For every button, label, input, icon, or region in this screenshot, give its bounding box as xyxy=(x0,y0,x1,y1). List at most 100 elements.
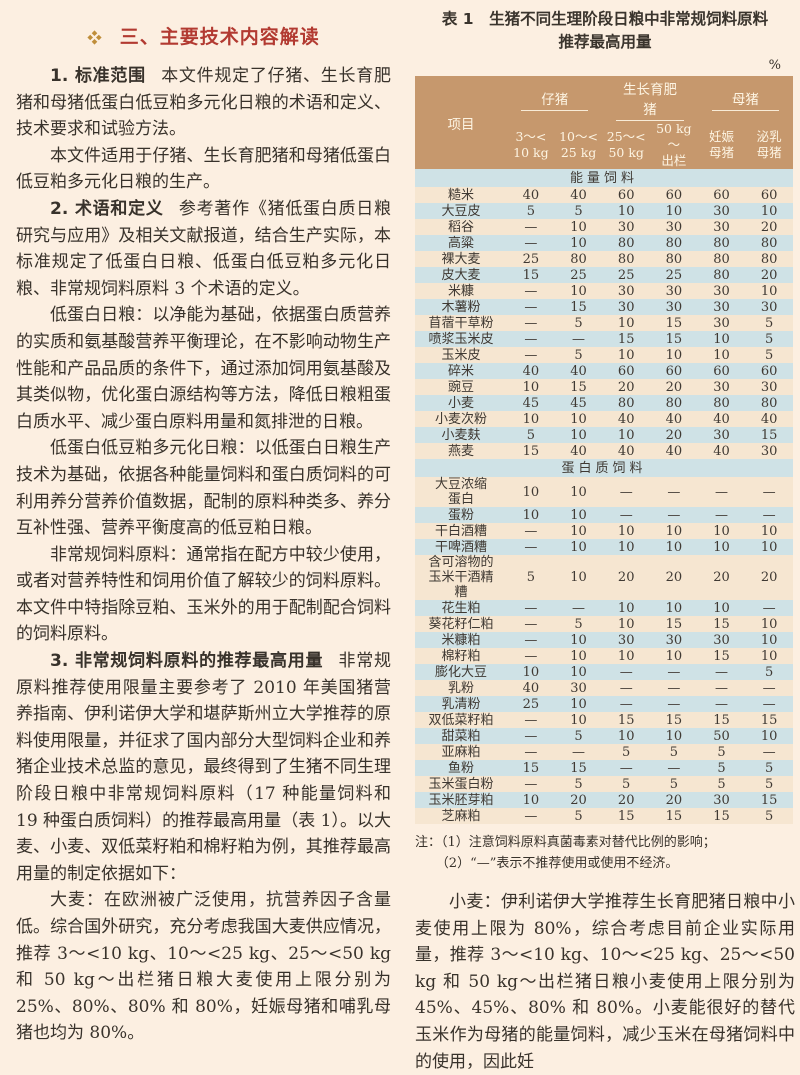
value-cell: 10 xyxy=(554,411,603,427)
section-header-row: 蛋白质饲料 xyxy=(415,459,793,477)
value-cell: 40 xyxy=(554,443,603,459)
value-cell: 20 xyxy=(650,379,698,395)
value-cell: 40 xyxy=(602,443,651,459)
value-cell: 15 xyxy=(507,267,555,283)
value-cell: — xyxy=(507,600,555,616)
value-cell: 5 xyxy=(745,776,793,792)
value-cell: 80 xyxy=(650,395,698,411)
paragraph-body: 非常规饲料原料：通常指在配方中较少使用，或者对营养特性和饲用价值了解较少的饲料原… xyxy=(16,544,391,645)
table-row: 小麦 45 45 80 80 80 80 xyxy=(415,395,793,411)
row-label-cell: 燕麦 xyxy=(415,443,508,459)
row-label-cell: 小麦次粉 xyxy=(415,411,508,427)
section-heading-text: 三、主要技术内容解读 xyxy=(119,26,320,48)
left-paragraphs: 1. 标准范围 本文件规定了仔猪、生长育肥猪和母猪低蛋白低豆粕多元化日粮的术语和定… xyxy=(16,63,391,1047)
row-label-cell: 玉米皮 xyxy=(415,347,508,363)
group-header: 仔猪 xyxy=(507,76,603,121)
value-cell: — xyxy=(507,808,555,824)
value-cell: — xyxy=(650,680,698,696)
value-cell: 80 xyxy=(650,235,698,251)
table-row: 稻谷 —10 30 30 30 20 xyxy=(415,219,793,235)
paragraph-body: 参考著作《猪低蛋白质日粮研究与应用》及相关文献报道，结合生产实际，本标准规定了低… xyxy=(16,198,391,299)
value-cell: 25 xyxy=(650,267,698,283)
value-cell: 5 xyxy=(697,744,746,760)
value-cell: 30 xyxy=(697,203,746,219)
value-cell: 30 xyxy=(650,299,698,315)
paragraph: 非常规饲料原料：通常指在配方中较少使用，或者对营养特性和饲用价值了解较少的饲料原… xyxy=(16,542,391,648)
value-cell: 30 xyxy=(697,427,746,443)
row-label-cell: 干白酒糟 xyxy=(415,523,508,539)
value-cell: 40 xyxy=(507,363,555,379)
value-cell: 10 xyxy=(507,411,555,427)
value-cell: 40 xyxy=(745,411,793,427)
table-row: 花生粕 — —10 10 10— xyxy=(415,600,793,616)
row-label-cell: 膨化大豆 xyxy=(415,664,508,680)
value-cell: 10 xyxy=(554,427,603,443)
table-row: 苜蓿干草粉 —5 10 15 30 5 xyxy=(415,315,793,331)
value-cell: 5 xyxy=(697,760,746,776)
value-cell: — xyxy=(507,235,555,251)
value-cell: 10 xyxy=(697,347,746,363)
group-header: 生长育肥猪 xyxy=(602,76,698,121)
value-cell: 5 xyxy=(554,347,603,363)
value-cell: 30 xyxy=(650,632,698,648)
value-cell: — xyxy=(507,523,555,539)
value-cell: 80 xyxy=(697,235,746,251)
value-cell: 10 xyxy=(554,648,603,664)
table-row: 裸大麦 25 80 80 80 80 80 xyxy=(415,251,793,267)
table-row: 亚麻粕 — —5 5 5— xyxy=(415,744,793,760)
section-header-row: 能量饲料 xyxy=(415,169,793,187)
value-cell: — xyxy=(602,680,651,696)
table-row: 大豆浓缩 蛋白 10 10— — — — xyxy=(415,477,793,507)
value-cell: 10 xyxy=(554,477,603,507)
value-cell: — xyxy=(507,632,555,648)
left-column: 三、主要技术内容解读 1. 标准范围 本文件规定了仔猪、生长育肥猪和母猪低蛋白低豆… xyxy=(16,16,391,1047)
value-cell: 15 xyxy=(745,712,793,728)
row-label-cell: 甜菜粕 xyxy=(415,728,508,744)
row-label-cell: 豌豆 xyxy=(415,379,508,395)
value-cell: 40 xyxy=(650,411,698,427)
row-label-cell: 小麦 xyxy=(415,395,508,411)
value-cell: — xyxy=(507,712,555,728)
value-cell: 5 xyxy=(697,776,746,792)
value-cell: 10 xyxy=(602,648,651,664)
table-row: 葵花籽仁粕 —5 10 15 15 10 xyxy=(415,616,793,632)
value-cell: 20 xyxy=(602,555,651,600)
value-cell: — xyxy=(745,696,793,712)
value-cell: 10 xyxy=(507,664,555,680)
value-cell: 10 xyxy=(602,347,651,363)
value-cell: 10 xyxy=(650,347,698,363)
value-cell: — xyxy=(554,600,603,616)
value-cell: 80 xyxy=(745,235,793,251)
table-row: 干白酒糟 —10 10 10 10 10 xyxy=(415,523,793,539)
value-cell: — xyxy=(745,744,793,760)
table-row: 芝麻粕 —5 15 15 15 5 xyxy=(415,808,793,824)
row-label-cell: 稻谷 xyxy=(415,219,508,235)
value-cell: 10 xyxy=(602,600,651,616)
row-label-cell: 鱼粉 xyxy=(415,760,508,776)
value-cell: — xyxy=(507,315,555,331)
table-row: 米糠粕 —10 30 30 30 10 xyxy=(415,632,793,648)
value-cell: 5 xyxy=(554,203,603,219)
table-title: 表 1 生猪不同生理阶段日粮中非常规饲料原料推荐最高用量 xyxy=(441,10,769,51)
value-cell: 10 xyxy=(745,648,793,664)
paragraph-body: 低蛋白低豆粕多元化日粮：以低蛋白日粮生产技术为基础，依据各种能量饲料和蛋白质饲料… xyxy=(16,438,391,539)
value-cell: 15 xyxy=(554,760,603,776)
value-cell: 30 xyxy=(697,283,746,299)
row-label-cell: 碎米 xyxy=(415,363,508,379)
value-cell: — xyxy=(697,680,746,696)
value-cell: 10 xyxy=(602,203,651,219)
paragraph: 低蛋白日粮：以净能为基础，依据蛋白质营养的实质和氨基酸营养平衡理论，在不影响动物… xyxy=(16,302,391,435)
value-cell: — xyxy=(745,507,793,523)
row-label-cell: 花生粕 xyxy=(415,600,508,616)
sub-header: 妊娠 母猪 xyxy=(697,121,746,169)
table-row: 干啤酒糟 —10 10 10 10 10 xyxy=(415,539,793,555)
value-cell: 20 xyxy=(554,792,603,808)
value-cell: 20 xyxy=(745,555,793,600)
value-cell: 10 xyxy=(650,523,698,539)
value-cell: — xyxy=(650,477,698,507)
paragraph-lead: 2. 术语和定义 xyxy=(50,198,164,219)
value-cell: 40 xyxy=(602,411,651,427)
value-cell: 45 xyxy=(507,395,555,411)
value-cell: 10 xyxy=(507,507,555,523)
value-cell: 5 xyxy=(602,744,651,760)
